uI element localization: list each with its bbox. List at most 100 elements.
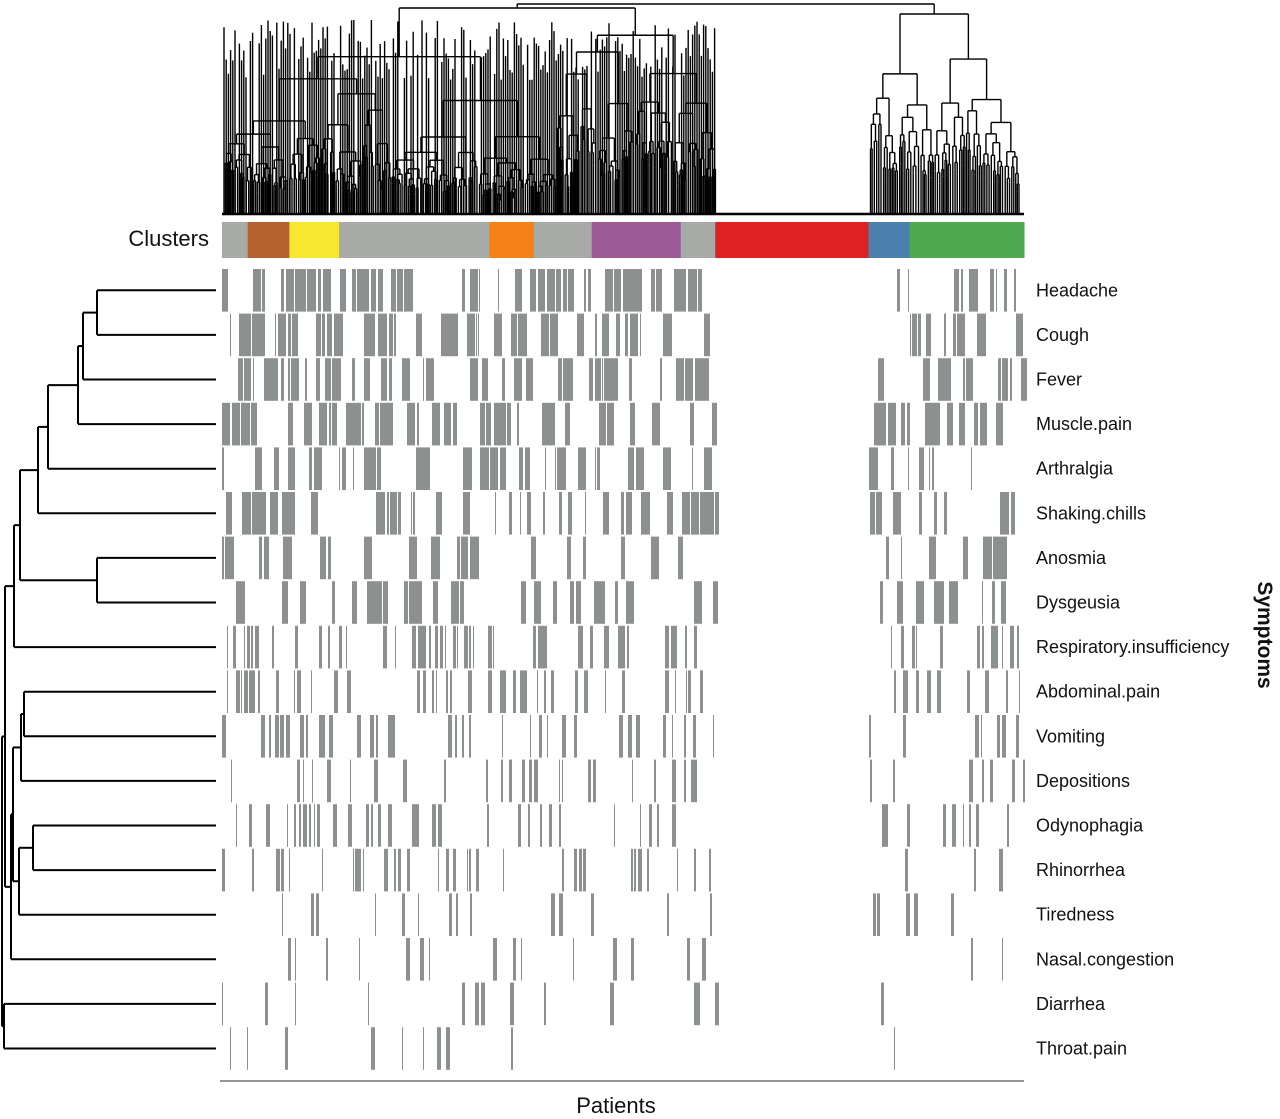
column-dendrogram [223,3,1020,214]
heatmap-cell [481,982,485,1026]
heatmap-cell [282,893,283,936]
heatmap-cell [256,313,265,357]
heatmap-cell [876,492,882,535]
heatmap-cell [465,536,468,580]
heatmap-cell [376,715,378,758]
heatmap-cell [687,938,690,981]
heatmap-cell [944,313,946,357]
heatmap-cell [951,893,954,936]
heatmap-cell [602,358,603,401]
cluster-segment [909,222,1025,258]
heatmap-cell [398,848,401,892]
cluster-bar [222,222,1025,258]
heatmap-cell [1004,269,1007,312]
heatmap-cell [581,447,586,490]
heatmap-cell [630,313,638,357]
heatmap-cell [584,269,586,312]
heatmap-cell [402,893,405,936]
heatmap-cell [241,670,242,713]
cluster-segment [868,222,910,258]
heatmap-cell [873,893,876,936]
heatmap-cell [286,269,294,312]
heatmap-cell [591,893,594,936]
heatmap-cell [359,848,361,892]
heatmap-cell [568,492,572,535]
heatmap-cell [285,1027,288,1070]
heatmap-cell [377,447,381,490]
heatmap-cell [378,804,381,847]
heatmap-cell [412,625,416,669]
heatmap-cell [479,269,480,312]
heatmap-cell [281,358,284,401]
heatmap-cell [329,715,333,758]
heatmap-cell [583,848,586,892]
heatmap-cell [963,358,964,401]
heatmap-cell [614,269,621,312]
heatmap-cell [520,670,524,713]
heatmap-cell [286,715,290,758]
heatmap-cell [967,670,970,713]
heatmap-cell [387,492,389,535]
heatmap-cell [515,269,522,312]
heatmap-cell [991,625,994,669]
heatmap-cell [946,358,951,401]
heatmap-cell [563,269,567,312]
heatmap-cell [704,447,710,490]
heatmap-cell [559,893,563,936]
heatmap-cell [574,848,577,892]
heatmap-cell [628,715,632,758]
heatmap-cell [603,492,609,535]
heatmap-cell [605,269,613,312]
heatmap-cell [226,492,232,535]
heatmap-cell [511,313,517,357]
heatmap-cell [457,536,460,580]
heatmap-cell [656,269,662,312]
heatmap-cell [231,759,232,803]
heatmap-cell [971,938,973,981]
heatmap-cell [907,804,909,847]
heatmap-cell [332,581,335,624]
heatmap-cell [877,893,880,936]
heatmap-cell [500,402,506,446]
heatmap-cell [412,804,416,847]
heatmap-cell [423,1027,424,1070]
heatmap-cell [599,402,606,446]
heatmap-cell [522,759,525,803]
heatmap-cell [927,670,931,713]
heatmap-cell [426,358,434,401]
heatmap-cell [947,402,953,446]
heatmap-cell [314,447,322,490]
heatmap-cell [249,804,252,847]
heatmap-cell [355,848,359,892]
heatmap-cell [460,581,464,624]
heatmap-cell [613,938,617,981]
heatmap-cell [303,269,306,312]
heatmap-cell [278,313,286,357]
heatmap-cell [538,625,540,669]
heatmap-cell [934,581,938,624]
heatmap-cell [470,893,472,936]
heatmap-cell [572,269,574,312]
heatmap-cell [309,804,311,847]
heatmap-cell [297,670,301,713]
heatmap-cell [551,893,555,936]
heatmap-cell [969,804,971,847]
heatmap-cell [222,447,224,490]
heatmap-cell [476,313,477,357]
heatmap-cell [521,938,522,981]
heatmap-cell [276,670,279,713]
heatmap-cell [682,492,690,535]
heatmap-cell [1012,759,1015,803]
heatmap-cell [634,848,636,892]
heatmap-cell [501,759,503,803]
heatmap-cell [982,759,984,803]
heatmap-cell [222,269,228,312]
heatmap-cell [390,715,391,758]
heatmap-cell [533,625,536,669]
heatmap-cell [1002,938,1003,981]
heatmap-cell [275,492,278,535]
heatmap-cell [244,670,247,713]
heatmap-cell [563,358,564,401]
heatmap-cell [352,269,356,312]
heatmap-cell [366,269,369,312]
